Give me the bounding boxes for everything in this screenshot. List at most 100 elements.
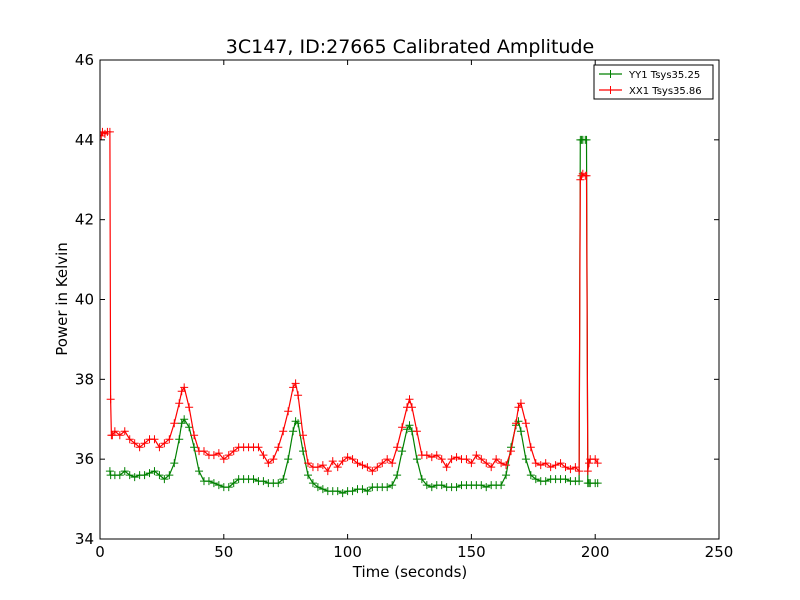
data-point — [398, 423, 407, 432]
data-point — [412, 427, 421, 436]
data-point — [145, 469, 154, 478]
data-point — [249, 475, 258, 484]
data-point — [452, 483, 461, 492]
data-point — [566, 465, 575, 474]
data-point — [388, 459, 397, 468]
y-tick-label: 46 — [75, 51, 94, 69]
data-point — [482, 459, 491, 468]
data-point — [333, 463, 342, 472]
data-point — [521, 419, 530, 428]
data-point — [274, 479, 283, 488]
data-point — [477, 481, 486, 490]
plot-area-frame — [99, 59, 720, 540]
data-point — [497, 481, 506, 490]
data-point — [472, 451, 481, 460]
y-tick-label: 40 — [75, 291, 94, 309]
data-point — [219, 455, 228, 464]
data-point — [422, 481, 431, 490]
data-point — [575, 467, 584, 476]
series-1 — [100, 127, 602, 476]
data-point — [284, 407, 293, 416]
y-tick-label: 44 — [75, 131, 94, 149]
data-point — [269, 455, 278, 464]
data-point — [170, 419, 179, 428]
data-point — [209, 479, 218, 488]
data-point — [313, 463, 322, 472]
data-point — [551, 461, 560, 470]
data-point — [284, 455, 293, 464]
data-point — [140, 471, 149, 480]
data-point — [541, 477, 550, 486]
x-tick-label: 100 — [333, 543, 362, 561]
data-point — [378, 459, 387, 468]
data-point — [185, 403, 194, 412]
data-point — [125, 435, 134, 444]
data-point — [195, 467, 204, 476]
ticks-layer: 0 50 100 150 200 250 34 36 38 40 42 44 46 — [75, 51, 733, 561]
x-tick-label: 250 — [705, 543, 734, 561]
data-point — [328, 457, 337, 466]
legend-label: YY1 Tsys35.25 — [628, 70, 700, 81]
data-point — [180, 415, 189, 424]
data-point — [405, 421, 414, 430]
data-point — [393, 443, 402, 452]
data-point — [531, 459, 540, 468]
chart-title: 3C147, ID:27665 Calibrated Amplitude — [226, 36, 594, 58]
data-point — [487, 463, 496, 472]
data-point — [497, 459, 506, 468]
data-point — [209, 451, 218, 460]
data-point — [571, 463, 580, 472]
data-point — [190, 443, 199, 452]
data-point — [259, 451, 268, 460]
data-point — [492, 455, 501, 464]
data-point — [407, 403, 416, 412]
data-point — [224, 451, 233, 460]
data-point — [110, 427, 119, 436]
y-axis-label: Power in Kelvin — [53, 242, 71, 356]
data-point — [353, 459, 362, 468]
data-point — [576, 175, 585, 184]
data-point — [417, 475, 426, 484]
data-point — [348, 455, 357, 464]
series-line — [100, 130, 599, 473]
data-point — [437, 481, 446, 490]
data-point — [229, 447, 238, 456]
legend-label: XX1 Tsys35.86 — [629, 86, 702, 97]
data-point — [531, 475, 540, 484]
data-point — [427, 453, 436, 462]
data-point — [593, 479, 602, 488]
data-point — [224, 483, 233, 492]
data-point — [313, 483, 322, 492]
data-point — [105, 467, 114, 476]
data-point — [289, 427, 298, 436]
data-point — [185, 423, 194, 432]
data-point — [383, 483, 392, 492]
x-tick-label: 0 — [95, 543, 105, 561]
legend: YY1 Tsys35.25 XX1 Tsys35.86 — [593, 64, 714, 100]
data-point — [291, 379, 300, 388]
data-point — [462, 455, 471, 464]
data-point — [507, 447, 516, 456]
data-point — [274, 443, 283, 452]
data-point — [502, 471, 511, 480]
data-point — [467, 459, 476, 468]
data-point — [294, 391, 303, 400]
data-point — [358, 461, 367, 470]
data-point — [333, 487, 342, 496]
legend-swatch-marker — [606, 86, 615, 94]
data-point — [511, 419, 520, 428]
data-point — [294, 419, 303, 428]
data-point — [556, 459, 565, 468]
data-point — [482, 483, 491, 492]
data-point — [170, 459, 179, 468]
data-point — [432, 451, 441, 460]
data-point — [593, 459, 602, 468]
series-line — [109, 139, 598, 494]
y-tick-label: 42 — [75, 211, 94, 229]
data-point — [582, 171, 591, 180]
data-point — [541, 459, 550, 468]
data-point — [398, 447, 407, 456]
data-point — [155, 471, 164, 480]
data-point — [229, 479, 238, 488]
data-point — [546, 463, 555, 472]
